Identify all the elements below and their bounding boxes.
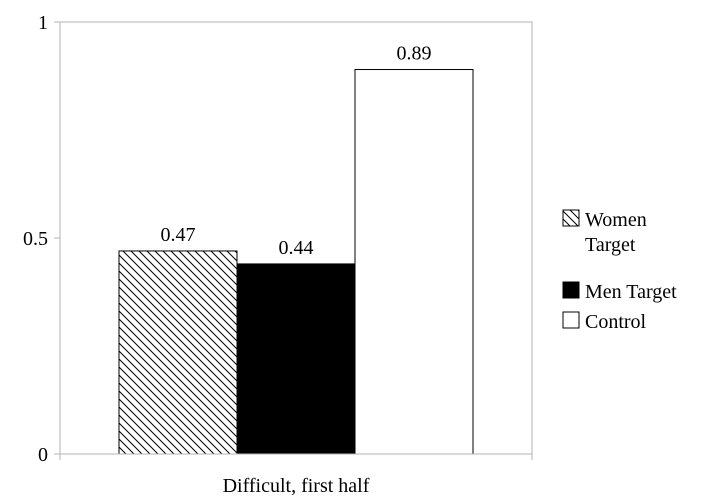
data-label: 0.47 bbox=[161, 224, 196, 246]
y-axis: 00.51 bbox=[23, 12, 60, 466]
y-tick-label: 0 bbox=[38, 444, 48, 466]
bar-men-target bbox=[236, 263, 356, 455]
bar-control bbox=[354, 69, 474, 455]
category-axis: Difficult, first half bbox=[59, 454, 533, 497]
bar-series bbox=[60, 69, 532, 455]
data-label: 0.89 bbox=[397, 43, 432, 65]
legend-label: Men Target bbox=[585, 281, 677, 303]
category-label: Difficult, first half bbox=[223, 475, 370, 497]
legend-swatch bbox=[562, 209, 580, 227]
data-label: 0.44 bbox=[279, 237, 314, 259]
y-tick-label: 1 bbox=[38, 12, 48, 34]
bar-women-target bbox=[118, 250, 238, 455]
legend: Women Target Men Target Control bbox=[562, 209, 677, 333]
data-labels: 0.47 0.44 0.89 bbox=[161, 43, 432, 259]
legend-swatch bbox=[562, 281, 580, 299]
y-tick-label: 0.5 bbox=[23, 228, 48, 250]
legend-label: Target bbox=[585, 234, 636, 256]
legend-swatch bbox=[562, 311, 580, 329]
legend-label: Control bbox=[585, 311, 647, 333]
legend-label: Women bbox=[585, 209, 647, 231]
